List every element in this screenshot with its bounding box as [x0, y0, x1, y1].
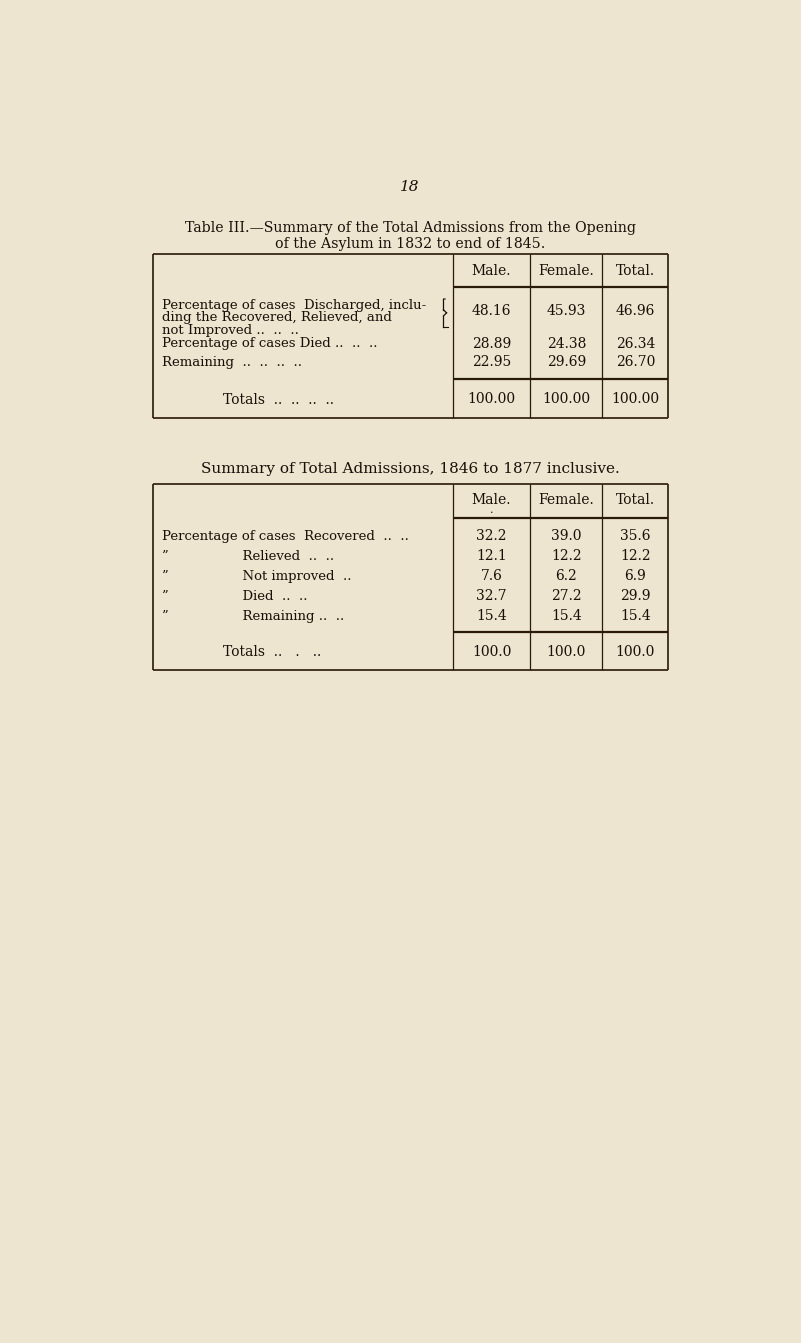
- Text: 12.2: 12.2: [551, 549, 582, 563]
- Text: ding the Recovered, Relieved, and: ding the Recovered, Relieved, and: [162, 312, 392, 324]
- Text: 6.2: 6.2: [555, 569, 578, 583]
- Text: .: .: [489, 505, 493, 516]
- Text: 100.00: 100.00: [611, 392, 659, 406]
- Text: Total.: Total.: [616, 493, 655, 508]
- Text: 15.4: 15.4: [620, 610, 650, 623]
- Text: Remaining  ..  ..  ..  ..: Remaining .. .. .. ..: [162, 356, 302, 369]
- Text: 24.38: 24.38: [546, 337, 586, 351]
- Text: 32.2: 32.2: [477, 529, 507, 543]
- Text: 100.0: 100.0: [546, 645, 586, 658]
- Text: Male.: Male.: [472, 263, 511, 278]
- Text: 100.0: 100.0: [472, 645, 511, 658]
- Text: 26.70: 26.70: [616, 355, 655, 369]
- Text: 100.00: 100.00: [468, 392, 516, 406]
- Text: 48.16: 48.16: [472, 305, 511, 318]
- Text: Percentage of cases  Recovered  ..  ..: Percentage of cases Recovered .. ..: [162, 530, 409, 543]
- Text: Female.: Female.: [538, 493, 594, 508]
- Text: 46.96: 46.96: [616, 305, 655, 318]
- Text: Female.: Female.: [538, 263, 594, 278]
- Text: 26.34: 26.34: [616, 337, 655, 351]
- Text: 28.89: 28.89: [472, 337, 511, 351]
- Text: not Improved ..  ..  ..: not Improved .. .. ..: [162, 324, 299, 337]
- Text: Table III.—Summary of the Total Admissions from the Opening: Table III.—Summary of the Total Admissio…: [184, 222, 636, 235]
- Text: Percentage of cases Died ..  ..  ..: Percentage of cases Died .. .. ..: [162, 337, 377, 351]
- Text: 12.1: 12.1: [476, 549, 507, 563]
- Text: ”           Remaining ..  ..: ” Remaining .. ..: [162, 610, 344, 623]
- Text: 45.93: 45.93: [546, 305, 586, 318]
- Text: Male.: Male.: [472, 493, 511, 508]
- Text: 39.0: 39.0: [551, 529, 582, 543]
- Text: Total.: Total.: [616, 263, 655, 278]
- Text: ”           Not improved  ..: ” Not improved ..: [162, 569, 352, 583]
- Text: 29.69: 29.69: [546, 355, 586, 369]
- Text: 15.4: 15.4: [476, 610, 507, 623]
- Text: 22.95: 22.95: [472, 355, 511, 369]
- Text: Summary of Total Admissions, 1846 to 1877 inclusive.: Summary of Total Admissions, 1846 to 187…: [201, 462, 619, 477]
- Text: 29.9: 29.9: [620, 590, 650, 603]
- Text: ”           Relieved  ..  ..: ” Relieved .. ..: [162, 551, 334, 563]
- Text: 7.6: 7.6: [481, 569, 502, 583]
- Text: 27.2: 27.2: [551, 590, 582, 603]
- Text: Percentage of cases  Discharged, inclu-: Percentage of cases Discharged, inclu-: [162, 299, 426, 312]
- Text: 18: 18: [400, 180, 420, 195]
- Text: Totals  ..  ..  ..  ..: Totals .. .. .. ..: [223, 393, 333, 407]
- Text: of the Asylum in 1832 to end of 1845.: of the Asylum in 1832 to end of 1845.: [275, 236, 545, 251]
- Text: ”           Died  ..  ..: ” Died .. ..: [162, 590, 308, 603]
- Text: 100.0: 100.0: [616, 645, 655, 658]
- Text: 32.7: 32.7: [476, 590, 507, 603]
- Text: 12.2: 12.2: [620, 549, 650, 563]
- Text: Totals  ..   .   ..: Totals .. . ..: [223, 646, 321, 659]
- Text: 6.9: 6.9: [625, 569, 646, 583]
- Text: 100.00: 100.00: [542, 392, 590, 406]
- Text: 15.4: 15.4: [551, 610, 582, 623]
- Text: 35.6: 35.6: [620, 529, 650, 543]
